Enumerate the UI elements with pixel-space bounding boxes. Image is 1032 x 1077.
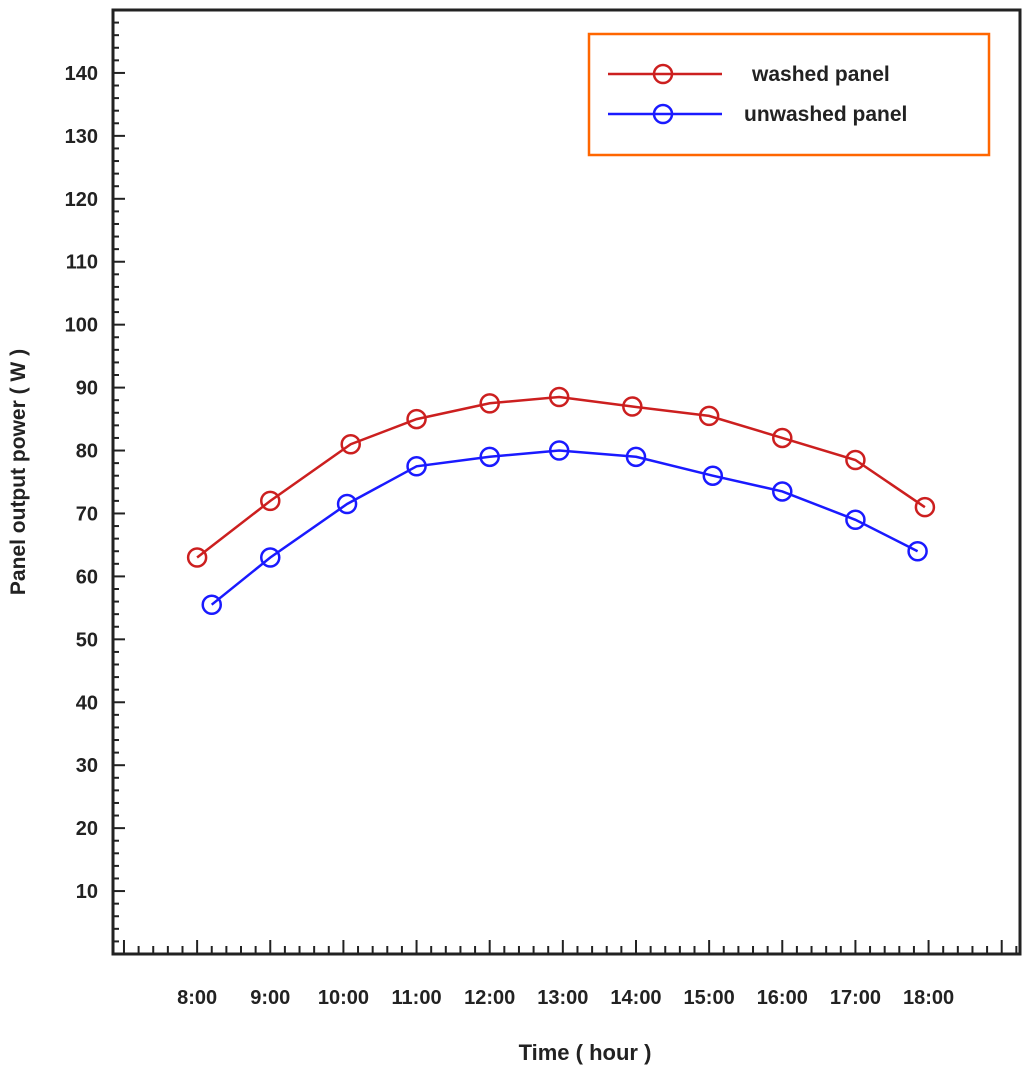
x-tick-label: 12:00 (464, 987, 515, 1009)
y-tick-label: 10 (76, 881, 98, 903)
data-point-unwashed (201, 594, 222, 615)
y-axis-label: Panel output power ( W ) (7, 349, 30, 595)
legend-marker-unwashed (652, 103, 674, 125)
data-point-washed (260, 490, 281, 512)
x-tick-label: 8:00 (177, 987, 217, 1009)
data-point-unwashed (260, 547, 281, 568)
y-tick-label: 60 (76, 566, 98, 588)
data-point-washed (479, 393, 500, 414)
legend: washed panel unwashed panel (587, 32, 991, 157)
legend-marker-washed (652, 63, 674, 85)
data-point-washed (914, 496, 936, 518)
y-tick-label: 70 (76, 503, 98, 525)
x-tick-labels: 8:00 9:00 10:00 11:00 12:00 13:00 14:00 15:00 16… (177, 987, 954, 1009)
data-point-washed (845, 449, 866, 471)
y-tick-label: 140 (65, 63, 98, 85)
y-tick-label: 110 (66, 252, 98, 274)
y-tick-label: 40 (76, 692, 98, 714)
y-tick-label: 130 (65, 126, 98, 148)
data-point-washed (622, 396, 643, 417)
series-layer (186, 386, 936, 615)
data-point-washed (772, 427, 793, 449)
data-point-unwashed (625, 446, 647, 468)
y-tick-label: 120 (65, 189, 98, 211)
x-axis-label: Time ( hour ) (519, 1040, 652, 1065)
x-tick-label: 16:00 (757, 987, 808, 1009)
y-tick-label: 90 (76, 378, 98, 400)
data-point-unwashed (336, 493, 358, 515)
x-tick-label: 18:00 (903, 987, 954, 1009)
y-tick-label: 50 (76, 629, 98, 651)
data-point-washed (698, 405, 720, 427)
y-tick-label: 80 (76, 441, 98, 463)
legend-frame (587, 32, 991, 157)
data-point-unwashed (548, 440, 570, 461)
x-tick-label: 17:00 (830, 987, 881, 1009)
x-tick-label: 11:00 (392, 987, 442, 1009)
x-tick-label: 13:00 (537, 987, 588, 1009)
data-point-unwashed (907, 540, 928, 562)
legend-label-washed: washed panel (751, 63, 890, 86)
data-point-unwashed (702, 465, 724, 486)
data-point-washed (548, 386, 570, 408)
plot-area-frame (111, 8, 1022, 956)
x-tick-label: 15:00 (684, 987, 735, 1009)
y-tick-labels: 10 20 30 40 50 60 70 80 90 100 110 120 130 140 (65, 63, 98, 903)
x-minor-ticks (122, 940, 1018, 954)
y-tick-label: 100 (65, 315, 98, 337)
data-point-washed (406, 408, 427, 430)
series-line-unwashed (210, 449, 919, 606)
data-point-unwashed (845, 509, 866, 531)
x-tick-label: 14:00 (610, 987, 661, 1009)
y-tick-label: 20 (76, 818, 98, 840)
data-point-washed (186, 547, 208, 568)
x-tick-label: 10:00 (318, 987, 369, 1009)
x-tick-label: 9:00 (250, 987, 290, 1009)
y-minor-ticks (113, 9, 125, 955)
y-tick-label: 30 (76, 755, 98, 777)
legend-label-unwashed: unwashed panel (744, 103, 907, 126)
data-point-unwashed (479, 446, 500, 468)
series-line-washed (196, 395, 926, 559)
data-point-unwashed (772, 481, 793, 502)
data-point-unwashed (406, 456, 427, 477)
data-point-washed (340, 433, 361, 455)
